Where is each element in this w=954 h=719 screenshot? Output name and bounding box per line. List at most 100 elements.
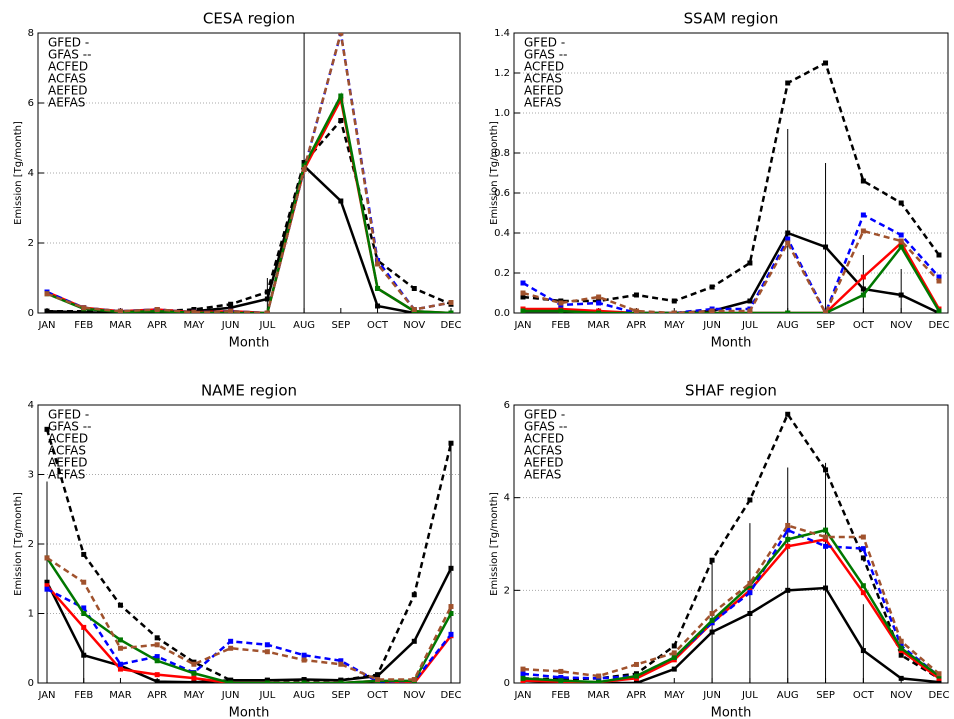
point-marker [860, 178, 866, 184]
x-tick-label: NOV [890, 690, 912, 701]
point-marker [936, 278, 942, 284]
y-tick-label: 2 [28, 539, 34, 550]
series-line [523, 241, 941, 313]
y-tick-label: 4 [28, 400, 34, 411]
point-marker [191, 675, 197, 681]
point-marker [301, 160, 307, 165]
x-tick-label: APR [147, 690, 167, 701]
point-marker [633, 673, 639, 679]
plot-area [44, 426, 454, 683]
y-axis-title: Emission [Tg/month] [13, 492, 24, 596]
point-marker [448, 310, 454, 313]
point-marker [860, 274, 866, 280]
plot-area [44, 33, 454, 313]
series-line [46, 163, 451, 313]
series-line [47, 117, 452, 313]
y-tick-label: 1 [28, 609, 34, 620]
point-marker [117, 308, 123, 313]
point-marker [520, 280, 526, 286]
x-axis-title: Month [229, 336, 270, 351]
point-marker [81, 579, 87, 585]
point-marker [633, 292, 639, 298]
point-marker [338, 658, 344, 664]
point-marker [898, 232, 904, 238]
point-marker [375, 677, 381, 683]
x-tick-label: AUG [777, 320, 799, 331]
point-marker [448, 611, 454, 616]
point-marker [860, 583, 866, 589]
x-tick-label: NOV [890, 320, 912, 331]
x-tick-label: JUN [702, 320, 721, 331]
point-marker [633, 680, 639, 683]
x-tick-label: JAN [513, 690, 531, 701]
point-marker [633, 308, 639, 313]
x-tick-label: SEP [816, 690, 835, 701]
series-line [522, 528, 940, 683]
point-marker [823, 534, 829, 540]
point-marker [117, 602, 123, 608]
y-tick-label: 0 [504, 678, 510, 689]
point-marker [448, 631, 454, 637]
plot-frame [513, 404, 949, 684]
x-tick-label: JUN [221, 690, 240, 701]
point-marker [596, 679, 602, 683]
point-marker [117, 666, 123, 672]
point-marker [448, 604, 454, 610]
legend-entry: AEFAS [524, 96, 561, 110]
x-axis-title: Month [711, 336, 752, 351]
legend-entry: GFED - [48, 36, 89, 50]
point-marker [860, 546, 866, 552]
point-marker [448, 300, 454, 305]
point-marker [191, 661, 197, 667]
series-line [522, 229, 940, 313]
point-marker [558, 300, 564, 306]
chart-title: CESA region [203, 10, 295, 28]
point-marker [301, 677, 307, 683]
x-tick-label: SEP [331, 690, 350, 701]
point-marker [44, 426, 50, 432]
point-marker [520, 675, 526, 681]
point-marker [823, 310, 829, 313]
point-marker [154, 672, 160, 678]
point-marker [785, 527, 791, 533]
point-marker [709, 284, 715, 290]
point-marker [671, 643, 677, 649]
point-marker [747, 580, 753, 586]
series-line [46, 92, 452, 313]
point-marker [785, 240, 791, 246]
point-marker [596, 310, 602, 313]
point-marker [228, 680, 234, 683]
point-marker [44, 291, 50, 297]
point-marker [375, 286, 381, 291]
point-marker [785, 80, 791, 86]
point-marker [81, 624, 87, 630]
point-marker [338, 93, 344, 99]
point-marker [747, 590, 753, 596]
legend-entry: ACFAS [524, 444, 562, 458]
point-marker [898, 200, 904, 206]
point-marker [898, 244, 904, 250]
legend-entry: AEFED [524, 456, 564, 470]
series-line [522, 528, 940, 680]
legend-entry: AEFED [48, 84, 88, 98]
x-tick-label: MAY [184, 690, 206, 701]
point-marker [558, 674, 564, 680]
plot-area [520, 411, 942, 683]
point-marker [860, 534, 866, 540]
point-marker [936, 671, 942, 677]
y-tick-label: 0 [28, 678, 34, 689]
x-tick-label: OCT [853, 320, 875, 331]
x-tick-label: SEP [816, 320, 835, 331]
point-marker [375, 303, 381, 309]
point-marker [81, 305, 87, 311]
point-marker [785, 522, 791, 528]
x-tick-label: FEB [551, 320, 570, 331]
x-tick-label: NOV [403, 690, 425, 701]
point-marker [898, 238, 904, 244]
point-marker [228, 645, 234, 651]
x-tick-label: APR [147, 320, 167, 331]
series-line [46, 33, 452, 313]
x-tick-label: JUL [741, 320, 758, 331]
y-axis-title: Emission [Tg/month] [489, 492, 500, 596]
legend-entry: GFED - [524, 408, 565, 422]
